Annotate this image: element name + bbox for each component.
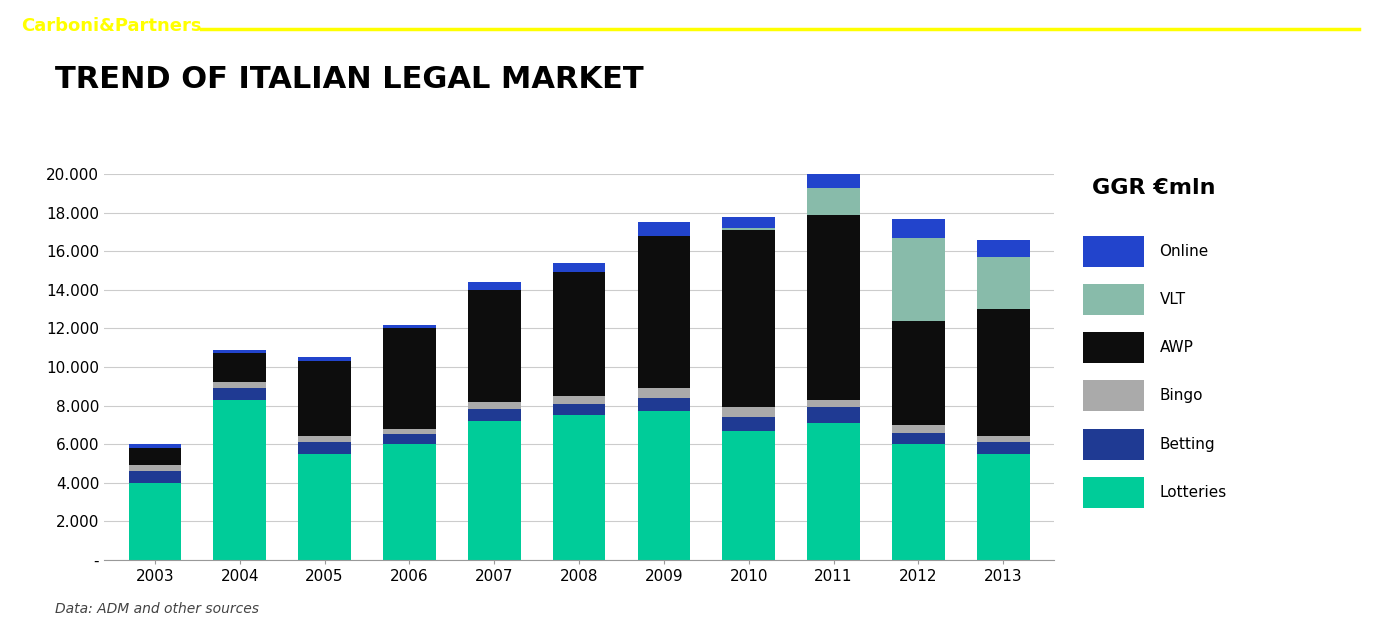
Bar bbox=[807, 215, 860, 400]
Bar bbox=[1083, 429, 1144, 460]
Bar bbox=[383, 434, 436, 444]
Text: Betting: Betting bbox=[1160, 437, 1215, 452]
Bar bbox=[807, 172, 860, 188]
Bar bbox=[298, 437, 351, 442]
Bar bbox=[298, 357, 351, 361]
Bar bbox=[553, 415, 605, 560]
Bar bbox=[976, 257, 1029, 309]
Bar bbox=[892, 238, 945, 321]
Bar bbox=[383, 444, 436, 560]
Bar bbox=[467, 421, 520, 560]
Bar bbox=[467, 282, 520, 290]
Bar bbox=[1083, 332, 1144, 363]
Bar bbox=[214, 350, 266, 353]
Bar bbox=[892, 444, 945, 560]
Bar bbox=[129, 471, 182, 483]
Text: GGR €mln: GGR €mln bbox=[1093, 178, 1216, 198]
Bar bbox=[467, 409, 520, 421]
Bar bbox=[892, 321, 945, 425]
Bar bbox=[976, 442, 1029, 454]
Bar bbox=[638, 222, 691, 236]
Bar bbox=[1083, 236, 1144, 267]
Bar bbox=[553, 272, 605, 396]
Bar bbox=[892, 218, 945, 238]
Bar bbox=[553, 396, 605, 404]
Bar bbox=[467, 290, 520, 402]
Bar bbox=[383, 325, 436, 328]
Bar bbox=[807, 407, 860, 423]
Bar bbox=[298, 361, 351, 437]
Bar bbox=[892, 432, 945, 444]
Bar bbox=[129, 448, 182, 465]
Bar bbox=[723, 417, 775, 430]
Bar bbox=[214, 388, 266, 400]
Bar bbox=[638, 388, 691, 398]
Bar bbox=[807, 188, 860, 215]
Bar bbox=[723, 216, 775, 228]
Text: Bingo: Bingo bbox=[1160, 388, 1203, 404]
Bar bbox=[214, 383, 266, 388]
Text: VLT: VLT bbox=[1160, 292, 1186, 307]
Text: Data: ADM and other sources: Data: ADM and other sources bbox=[55, 601, 259, 616]
Bar bbox=[1083, 381, 1144, 411]
Bar bbox=[723, 407, 775, 417]
Bar bbox=[638, 411, 691, 560]
Text: Online: Online bbox=[1160, 244, 1209, 259]
Text: TREND OF ITALIAN LEGAL MARKET: TREND OF ITALIAN LEGAL MARKET bbox=[55, 65, 644, 95]
Bar bbox=[553, 263, 605, 272]
Bar bbox=[214, 353, 266, 383]
Bar bbox=[976, 309, 1029, 437]
Bar bbox=[723, 230, 775, 407]
Bar bbox=[467, 402, 520, 409]
Bar bbox=[892, 425, 945, 432]
Bar bbox=[129, 465, 182, 471]
Text: Carboni&Partners: Carboni&Partners bbox=[21, 17, 201, 35]
Bar bbox=[383, 328, 436, 429]
Bar bbox=[807, 400, 860, 407]
Bar bbox=[723, 228, 775, 230]
Text: Lotteries: Lotteries bbox=[1160, 485, 1226, 500]
Bar bbox=[807, 423, 860, 560]
Bar bbox=[383, 429, 436, 434]
Bar bbox=[1083, 284, 1144, 315]
Bar bbox=[553, 404, 605, 415]
Bar bbox=[638, 398, 691, 411]
Bar bbox=[129, 483, 182, 560]
Bar bbox=[298, 442, 351, 454]
Bar bbox=[298, 454, 351, 560]
Bar bbox=[723, 430, 775, 560]
Bar bbox=[976, 239, 1029, 257]
Text: AWP: AWP bbox=[1160, 340, 1193, 355]
Bar bbox=[638, 236, 691, 388]
Bar bbox=[976, 437, 1029, 442]
Bar bbox=[214, 400, 266, 560]
Bar bbox=[129, 444, 182, 448]
Bar bbox=[976, 454, 1029, 560]
Bar bbox=[1083, 477, 1144, 508]
